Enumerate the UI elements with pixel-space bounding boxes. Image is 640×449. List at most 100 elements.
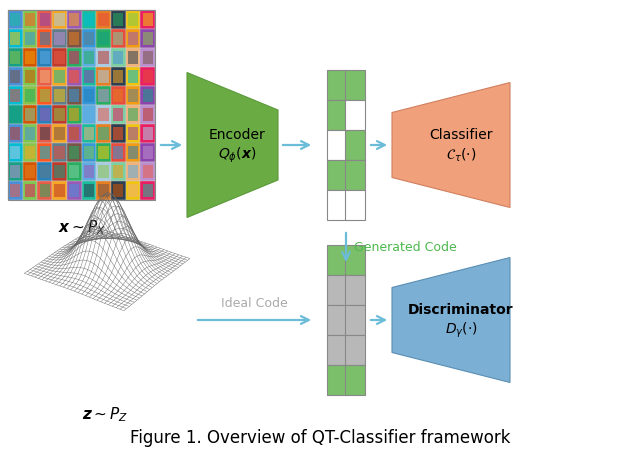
- Bar: [111, 162, 125, 181]
- Bar: [96, 162, 111, 181]
- Bar: [52, 162, 67, 181]
- Bar: [113, 32, 124, 45]
- Bar: [111, 48, 125, 67]
- Bar: [345, 305, 365, 335]
- Bar: [84, 146, 94, 159]
- Bar: [69, 184, 79, 197]
- Bar: [40, 70, 50, 83]
- Bar: [25, 32, 35, 45]
- Bar: [345, 160, 365, 190]
- Bar: [10, 51, 20, 64]
- Polygon shape: [392, 257, 510, 383]
- Bar: [69, 108, 79, 121]
- Bar: [111, 86, 125, 105]
- Bar: [10, 184, 20, 197]
- Bar: [140, 124, 155, 143]
- Bar: [40, 32, 50, 45]
- Bar: [69, 146, 79, 159]
- Bar: [10, 108, 20, 121]
- Bar: [99, 184, 109, 197]
- Bar: [81, 124, 96, 143]
- Polygon shape: [187, 72, 278, 217]
- Bar: [128, 89, 138, 102]
- Bar: [8, 10, 22, 29]
- Bar: [125, 67, 140, 86]
- Bar: [25, 89, 35, 102]
- Bar: [99, 89, 109, 102]
- Bar: [22, 29, 37, 48]
- Bar: [67, 162, 81, 181]
- Bar: [10, 13, 20, 26]
- Bar: [113, 89, 124, 102]
- Bar: [99, 13, 109, 26]
- Bar: [96, 86, 111, 105]
- Bar: [52, 48, 67, 67]
- Bar: [327, 335, 347, 365]
- Bar: [54, 51, 65, 64]
- Bar: [40, 165, 50, 178]
- Bar: [67, 29, 81, 48]
- Bar: [25, 127, 35, 140]
- Text: $\boldsymbol{x}$$\sim$$P_X$: $\boldsymbol{x}$$\sim$$P_X$: [58, 218, 106, 237]
- Bar: [10, 32, 20, 45]
- Bar: [8, 86, 22, 105]
- Bar: [99, 146, 109, 159]
- Bar: [10, 146, 20, 159]
- Bar: [84, 51, 94, 64]
- Bar: [111, 10, 125, 29]
- Bar: [52, 67, 67, 86]
- Bar: [67, 105, 81, 124]
- Text: $\boldsymbol{z}$$\sim$$P_Z$: $\boldsymbol{z}$$\sim$$P_Z$: [82, 405, 128, 424]
- Bar: [81, 67, 96, 86]
- Bar: [84, 127, 94, 140]
- Bar: [84, 184, 94, 197]
- Bar: [345, 130, 365, 160]
- Bar: [113, 13, 124, 26]
- Bar: [67, 124, 81, 143]
- Bar: [96, 143, 111, 162]
- Text: Generated Code: Generated Code: [354, 241, 457, 254]
- Bar: [8, 105, 22, 124]
- Bar: [52, 105, 67, 124]
- Bar: [54, 70, 65, 83]
- Bar: [25, 184, 35, 197]
- Bar: [327, 365, 347, 395]
- Bar: [81, 162, 96, 181]
- Bar: [143, 184, 153, 197]
- Bar: [25, 13, 35, 26]
- Bar: [128, 70, 138, 83]
- Bar: [22, 48, 37, 67]
- Bar: [99, 32, 109, 45]
- Bar: [113, 165, 124, 178]
- Bar: [113, 70, 124, 83]
- Bar: [128, 146, 138, 159]
- Bar: [40, 51, 50, 64]
- Bar: [40, 184, 50, 197]
- Bar: [22, 143, 37, 162]
- Bar: [111, 29, 125, 48]
- Bar: [99, 108, 109, 121]
- Bar: [125, 162, 140, 181]
- Bar: [345, 365, 365, 395]
- Bar: [52, 181, 67, 200]
- Bar: [8, 124, 22, 143]
- Bar: [81, 48, 96, 67]
- Bar: [22, 162, 37, 181]
- Bar: [345, 70, 365, 100]
- Bar: [37, 105, 52, 124]
- Bar: [67, 67, 81, 86]
- Bar: [140, 48, 155, 67]
- Bar: [8, 67, 22, 86]
- Bar: [96, 105, 111, 124]
- Bar: [10, 89, 20, 102]
- Bar: [125, 143, 140, 162]
- Bar: [327, 130, 347, 160]
- Bar: [128, 13, 138, 26]
- Bar: [54, 146, 65, 159]
- Bar: [37, 181, 52, 200]
- Bar: [128, 51, 138, 64]
- Bar: [345, 335, 365, 365]
- Bar: [99, 51, 109, 64]
- Bar: [22, 124, 37, 143]
- Bar: [37, 67, 52, 86]
